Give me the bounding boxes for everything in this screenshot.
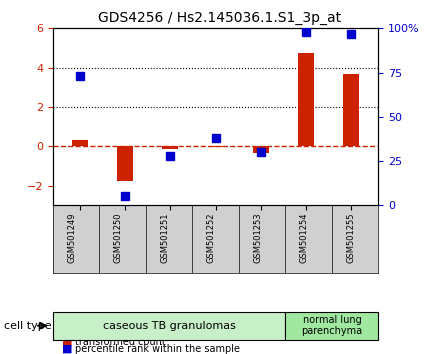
Bar (208, 146, 224, 147)
Bar (343, 74, 359, 146)
Bar (253, 146, 269, 153)
Text: GSM501255: GSM501255 (346, 212, 355, 263)
Text: GSM501250: GSM501250 (114, 212, 123, 263)
Text: ■: ■ (62, 337, 72, 347)
Bar (72, 141, 88, 146)
Text: GSM501252: GSM501252 (207, 212, 216, 263)
Text: GSM501251: GSM501251 (160, 212, 169, 263)
Text: caseous TB granulomas: caseous TB granulomas (103, 321, 235, 331)
Text: GDS4256 / Hs2.145036.1.S1_3p_at: GDS4256 / Hs2.145036.1.S1_3p_at (99, 11, 341, 25)
Text: ■: ■ (62, 344, 72, 354)
Text: transformed count: transformed count (75, 337, 165, 347)
Bar (117, 146, 133, 181)
Text: GSM501254: GSM501254 (300, 212, 308, 263)
Text: GSM501249: GSM501249 (67, 212, 76, 263)
Text: normal lung
parenchyma: normal lung parenchyma (301, 315, 363, 337)
Bar (298, 53, 314, 146)
Text: percentile rank within the sample: percentile rank within the sample (75, 344, 240, 354)
Text: GSM501253: GSM501253 (253, 212, 262, 263)
Text: cell type: cell type (4, 321, 52, 331)
Bar (162, 146, 178, 149)
